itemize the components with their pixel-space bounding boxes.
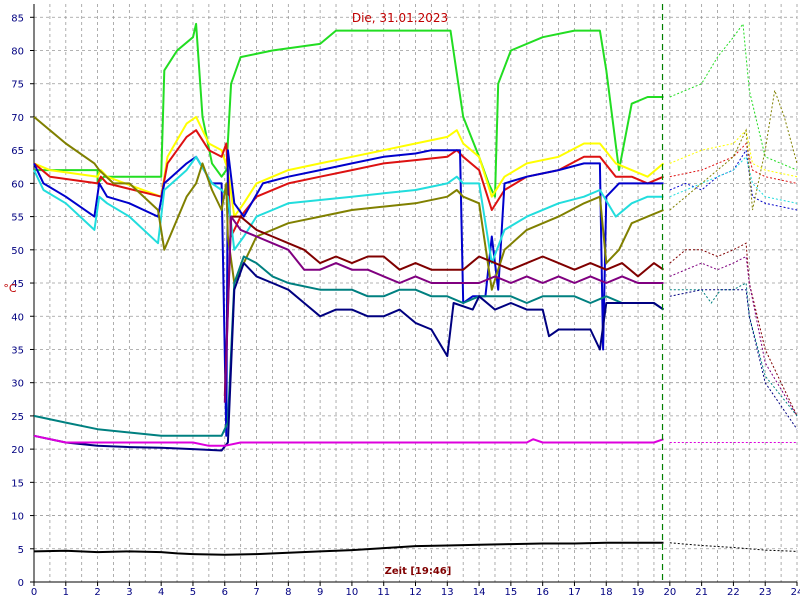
series-line-4 bbox=[33, 149, 664, 437]
y-tick-label: 30 bbox=[11, 379, 24, 390]
series-line-7 bbox=[223, 215, 665, 397]
y-tick-label: 70 bbox=[11, 113, 24, 124]
x-tick-label: 6 bbox=[222, 587, 228, 598]
y-tick-label: 10 bbox=[11, 512, 24, 523]
series-line-5 bbox=[33, 155, 664, 265]
series-line-11 bbox=[33, 434, 664, 447]
y-tick-label: 15 bbox=[11, 478, 24, 489]
y-tick-label: 55 bbox=[11, 213, 24, 224]
series-line-6 bbox=[33, 116, 664, 291]
y-tick-label: 60 bbox=[11, 179, 24, 190]
y-tick-label: 85 bbox=[11, 13, 24, 24]
x-tick-label: 4 bbox=[158, 587, 164, 598]
x-tick-label: 9 bbox=[317, 587, 323, 598]
x-tick-label: 20 bbox=[663, 587, 676, 598]
series-layer bbox=[33, 22, 798, 556]
x-tick-label: 13 bbox=[441, 587, 454, 598]
x-tick-label: 1 bbox=[63, 587, 69, 598]
y-tick-label: 50 bbox=[11, 246, 24, 257]
x-tick-label: 10 bbox=[346, 587, 359, 598]
series-forecast-8 bbox=[669, 255, 798, 417]
x-tick-label: 8 bbox=[285, 587, 291, 598]
series-forecast-12 bbox=[669, 542, 798, 552]
x-axis-label: Zeit [19:46] bbox=[385, 566, 452, 577]
series-forecast-10 bbox=[669, 289, 798, 430]
x-tick-label: 17 bbox=[568, 587, 581, 598]
x-tick-label: 11 bbox=[377, 587, 390, 598]
series-forecast-6 bbox=[669, 90, 798, 211]
series-line-9 bbox=[33, 255, 665, 437]
y-axis-label: °C bbox=[3, 282, 17, 295]
y-tick-label: 20 bbox=[11, 445, 24, 456]
x-tick-label: 5 bbox=[190, 587, 196, 598]
series-forecast-3 bbox=[669, 142, 798, 184]
x-tick-label: 2 bbox=[94, 587, 100, 598]
chart-title: Die, 31.01.2023 bbox=[352, 11, 448, 25]
x-tick-label: 19 bbox=[632, 587, 645, 598]
x-tick-label: 16 bbox=[536, 587, 549, 598]
y-tick-label: 45 bbox=[11, 279, 24, 290]
x-tick-label: 14 bbox=[473, 587, 486, 598]
y-tick-label: 75 bbox=[11, 80, 24, 91]
x-tick-label: 18 bbox=[600, 587, 613, 598]
x-tick-label: 12 bbox=[409, 587, 422, 598]
x-tick-label: 15 bbox=[505, 587, 518, 598]
axis-layer: 0123456789101112131415161718192021222324… bbox=[11, 4, 800, 598]
series-line-12 bbox=[33, 541, 664, 556]
y-tick-label: 0 bbox=[18, 578, 24, 589]
x-tick-label: 21 bbox=[695, 587, 708, 598]
x-tick-label: 3 bbox=[126, 587, 132, 598]
y-tick-label: 65 bbox=[11, 146, 24, 157]
y-tick-label: 25 bbox=[11, 412, 24, 423]
series-line-1 bbox=[34, 22, 664, 198]
x-tick-label: 0 bbox=[31, 587, 37, 598]
y-tick-label: 80 bbox=[11, 47, 24, 58]
grid-layer bbox=[33, 4, 798, 583]
x-tick-label: 24 bbox=[791, 587, 800, 598]
y-tick-label: 5 bbox=[18, 545, 24, 556]
y-tick-label: 40 bbox=[11, 312, 24, 323]
series-line-8 bbox=[223, 215, 664, 403]
series-forecast-5 bbox=[669, 155, 798, 204]
x-tick-label: 7 bbox=[253, 587, 259, 598]
x-tick-label: 22 bbox=[727, 587, 740, 598]
x-tick-label: 23 bbox=[759, 587, 772, 598]
y-tick-label: 35 bbox=[11, 345, 24, 356]
series-line-3 bbox=[33, 129, 664, 238]
